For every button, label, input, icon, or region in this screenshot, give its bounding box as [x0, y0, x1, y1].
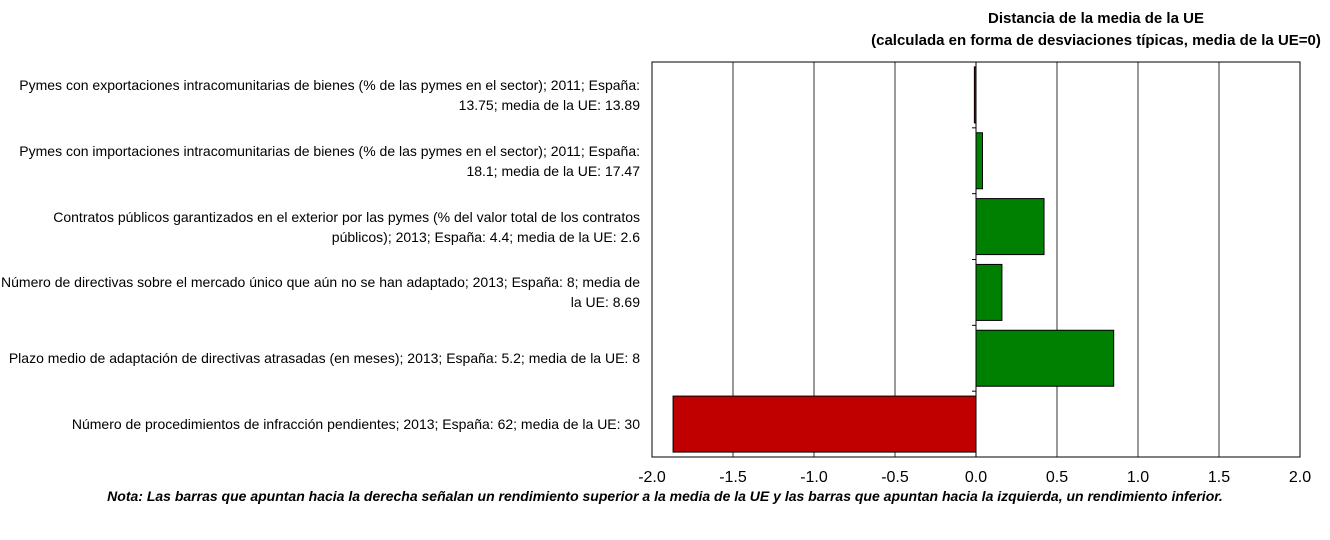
- category-label: Contratos públicos garantizados en el ex…: [53, 208, 640, 245]
- x-tick-label: -2.0: [638, 469, 666, 486]
- x-tick-label: 1.0: [1127, 469, 1149, 486]
- category-label: Número de procedimientos de infracción p…: [71, 416, 640, 433]
- category-label: Número de directivas sobre el mercado ún…: [1, 274, 640, 311]
- x-tick-label: -0.5: [881, 469, 909, 486]
- category-label: Pymes con exportaciones intracomunitaria…: [19, 76, 640, 113]
- x-tick-label: 0.0: [965, 469, 987, 486]
- x-tick-label: -1.0: [800, 469, 828, 486]
- x-tick-label: 0.5: [1046, 469, 1068, 486]
- x-tick-label: 2.0: [1289, 469, 1311, 486]
- bar: [975, 263, 1003, 321]
- bar: [975, 198, 1045, 256]
- category-label: Plazo medio de adaptación de directivas …: [8, 350, 640, 367]
- bar: [672, 395, 977, 453]
- chart-title: Distancia de la media de la UE: [988, 10, 1204, 27]
- chart-subtitle: (calculada en forma de desviaciones típi…: [871, 32, 1321, 49]
- bar: [975, 132, 983, 190]
- note: Nota: Las barras que apuntan hacia la de…: [107, 488, 1223, 504]
- bar: [975, 329, 1115, 387]
- x-tick-label: -1.5: [719, 469, 747, 486]
- x-tick-label: 1.5: [1208, 469, 1230, 486]
- category-label: Pymes con importaciones intracomunitaria…: [19, 142, 640, 179]
